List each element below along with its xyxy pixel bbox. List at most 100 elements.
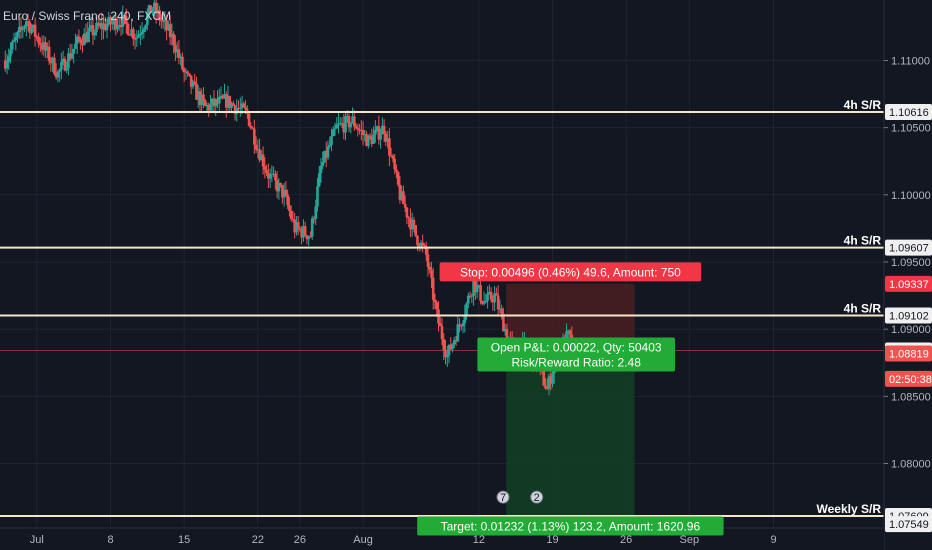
candle — [377, 115, 381, 145]
candle — [454, 335, 458, 346]
price-tag: 1.09102 — [885, 307, 932, 324]
candle — [360, 120, 363, 141]
candle-body — [274, 173, 277, 181]
candle-body — [351, 116, 354, 123]
date-tick-label: Jul — [30, 534, 44, 546]
sr-level: 4h S/R — [0, 98, 884, 114]
candle — [323, 150, 326, 164]
candle-body — [417, 245, 421, 248]
candle-body — [46, 46, 49, 51]
candle — [342, 114, 346, 140]
candle-body — [316, 186, 319, 207]
candle-body — [389, 155, 393, 157]
candle — [93, 29, 97, 40]
candle-body — [472, 279, 475, 296]
candle-body — [137, 34, 140, 38]
candle-body — [488, 291, 491, 294]
candle — [107, 11, 111, 27]
candle-body — [331, 129, 335, 137]
candle — [321, 151, 325, 170]
candle — [328, 136, 332, 149]
target-label-bg — [417, 516, 724, 536]
candle — [347, 113, 351, 133]
candle-body — [77, 36, 81, 40]
candle-body — [91, 25, 95, 36]
candle-body — [491, 299, 495, 303]
candle — [133, 33, 137, 50]
candle — [393, 154, 396, 175]
candle-body — [235, 107, 239, 114]
date-tick-label: 9 — [770, 534, 776, 546]
candle-body — [296, 222, 300, 229]
candle-body — [438, 323, 442, 327]
candle — [438, 316, 442, 327]
candle — [124, 8, 128, 34]
candle — [442, 333, 446, 361]
candle — [405, 206, 409, 225]
candle-body — [75, 36, 79, 44]
candle — [72, 48, 75, 64]
candle — [198, 87, 202, 113]
candle-body — [338, 123, 342, 125]
candle — [407, 215, 410, 228]
price-tag-bg — [885, 370, 932, 387]
candle — [147, 4, 151, 19]
candle-body — [275, 180, 279, 192]
date-tick-label: 22 — [252, 534, 264, 546]
candle-body — [16, 31, 19, 38]
candle-body — [247, 113, 251, 126]
candle — [458, 318, 461, 333]
candle-body — [93, 31, 97, 36]
event-marker: 7 — [496, 490, 510, 504]
candle-body — [207, 105, 211, 111]
candle-body — [109, 16, 112, 25]
candle-body — [433, 299, 437, 303]
candle-body — [400, 191, 403, 200]
price-tag: 1.09337 — [885, 275, 932, 292]
candle-body — [30, 28, 33, 33]
candle-body — [68, 53, 72, 59]
candle — [566, 329, 570, 338]
candle-body — [500, 308, 503, 314]
candle — [105, 18, 109, 39]
candle-body — [481, 300, 484, 304]
price-tick-label: 1.08000 — [891, 459, 931, 471]
candle-body — [261, 154, 265, 167]
candle — [226, 85, 230, 111]
candle-body — [117, 24, 121, 27]
candle-body — [449, 344, 453, 350]
candle — [396, 170, 400, 187]
event-marker-count: 7 — [500, 492, 506, 504]
candle-body — [356, 128, 360, 130]
candle-body — [310, 218, 314, 237]
price-tick-label: 1.11000 — [891, 55, 930, 67]
candle — [547, 373, 551, 396]
candle — [258, 138, 261, 163]
candle-body — [300, 229, 303, 238]
sr-level: Weekly S/R — [0, 502, 884, 518]
candle-body — [177, 49, 181, 59]
candle — [470, 293, 474, 304]
candle — [403, 195, 407, 213]
candle — [33, 17, 37, 47]
candle-body — [21, 28, 25, 30]
candle — [132, 27, 135, 46]
candle-body — [163, 20, 167, 22]
candle-body — [407, 217, 410, 219]
candle — [279, 182, 282, 188]
candle — [398, 175, 402, 204]
candle-body — [393, 158, 396, 170]
candle-body — [305, 235, 309, 240]
candle — [445, 346, 449, 368]
candle — [424, 241, 428, 261]
candle-body — [39, 43, 42, 46]
candle — [375, 125, 379, 132]
candle-body — [279, 182, 282, 186]
price-tag-label: 02:50:38 — [889, 374, 932, 386]
candle — [182, 66, 186, 83]
candle — [74, 33, 77, 50]
candle — [58, 68, 61, 82]
candle — [37, 32, 40, 48]
